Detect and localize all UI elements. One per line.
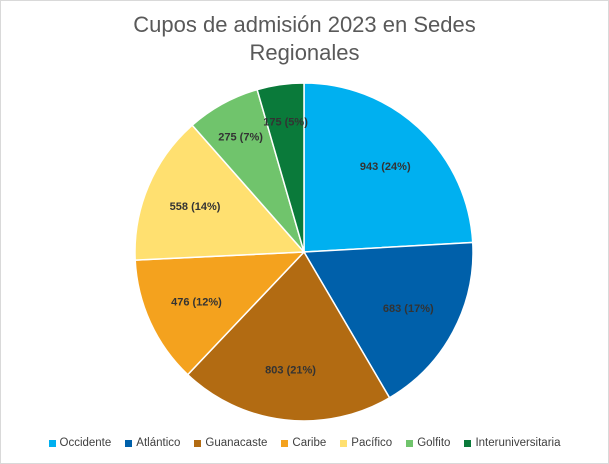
legend-item-guanacaste: Guanacaste xyxy=(194,437,267,449)
pie-slice-occidente xyxy=(303,82,474,253)
legend-label: Guanacaste xyxy=(205,437,268,449)
data-label-guanacaste: 803 (21%) xyxy=(265,365,316,377)
pie-slice-caribe xyxy=(134,251,306,376)
legend-label: Pacífico xyxy=(351,437,393,449)
legend-swatch xyxy=(406,439,414,447)
legend-label: Occidente xyxy=(59,437,112,449)
data-label-atlántico: 683 (17%) xyxy=(383,303,434,315)
chart-title: Cupos de admisión 2023 en Sedes Regional… xyxy=(1,11,608,67)
pie-slice-atlántico xyxy=(302,241,474,399)
chart-legend: Occidente Atlántico Guanacaste Caribe Pacífi… xyxy=(1,437,608,449)
legend-swatch xyxy=(464,439,472,447)
data-label-interuniversitaria: 175 (5%) xyxy=(263,116,308,128)
legend-item-interuniversitaria: Interuniversitaria xyxy=(464,437,560,449)
data-label-caribe: 476 (12%) xyxy=(171,296,222,308)
legend-label: Golfito xyxy=(417,437,451,449)
legend-label: Atlántico xyxy=(136,437,181,449)
legend-label: Caribe xyxy=(292,437,327,449)
data-label-occidente: 943 (24%) xyxy=(360,161,411,173)
data-label-golfito: 275 (7%) xyxy=(218,131,263,143)
legend-swatch xyxy=(48,439,56,447)
legend-item-occidente: Occidente xyxy=(48,437,112,449)
pie-slice-pacífico xyxy=(134,124,306,261)
legend-label: Interuniversitaria xyxy=(475,437,561,449)
pie-slice-guanacaste xyxy=(186,250,391,422)
legend-item-golfito: Golfito xyxy=(406,437,450,449)
chart-title-line-1: Cupos de admisión 2023 en Sedes xyxy=(133,12,476,37)
legend-swatch xyxy=(194,439,202,447)
legend-item-pacífico: Pacífico xyxy=(340,437,392,449)
legend-swatch xyxy=(281,439,289,447)
legend-item-atlántico: Atlántico xyxy=(125,437,180,449)
legend-swatch xyxy=(125,439,133,447)
pie-slice-interuniversitaria xyxy=(256,82,305,253)
legend-swatch xyxy=(340,439,348,447)
data-label-pacífico: 558 (14%) xyxy=(170,201,221,213)
chart-title-line-2: Regionales xyxy=(249,40,360,65)
legend-item-caribe: Caribe xyxy=(281,437,326,449)
